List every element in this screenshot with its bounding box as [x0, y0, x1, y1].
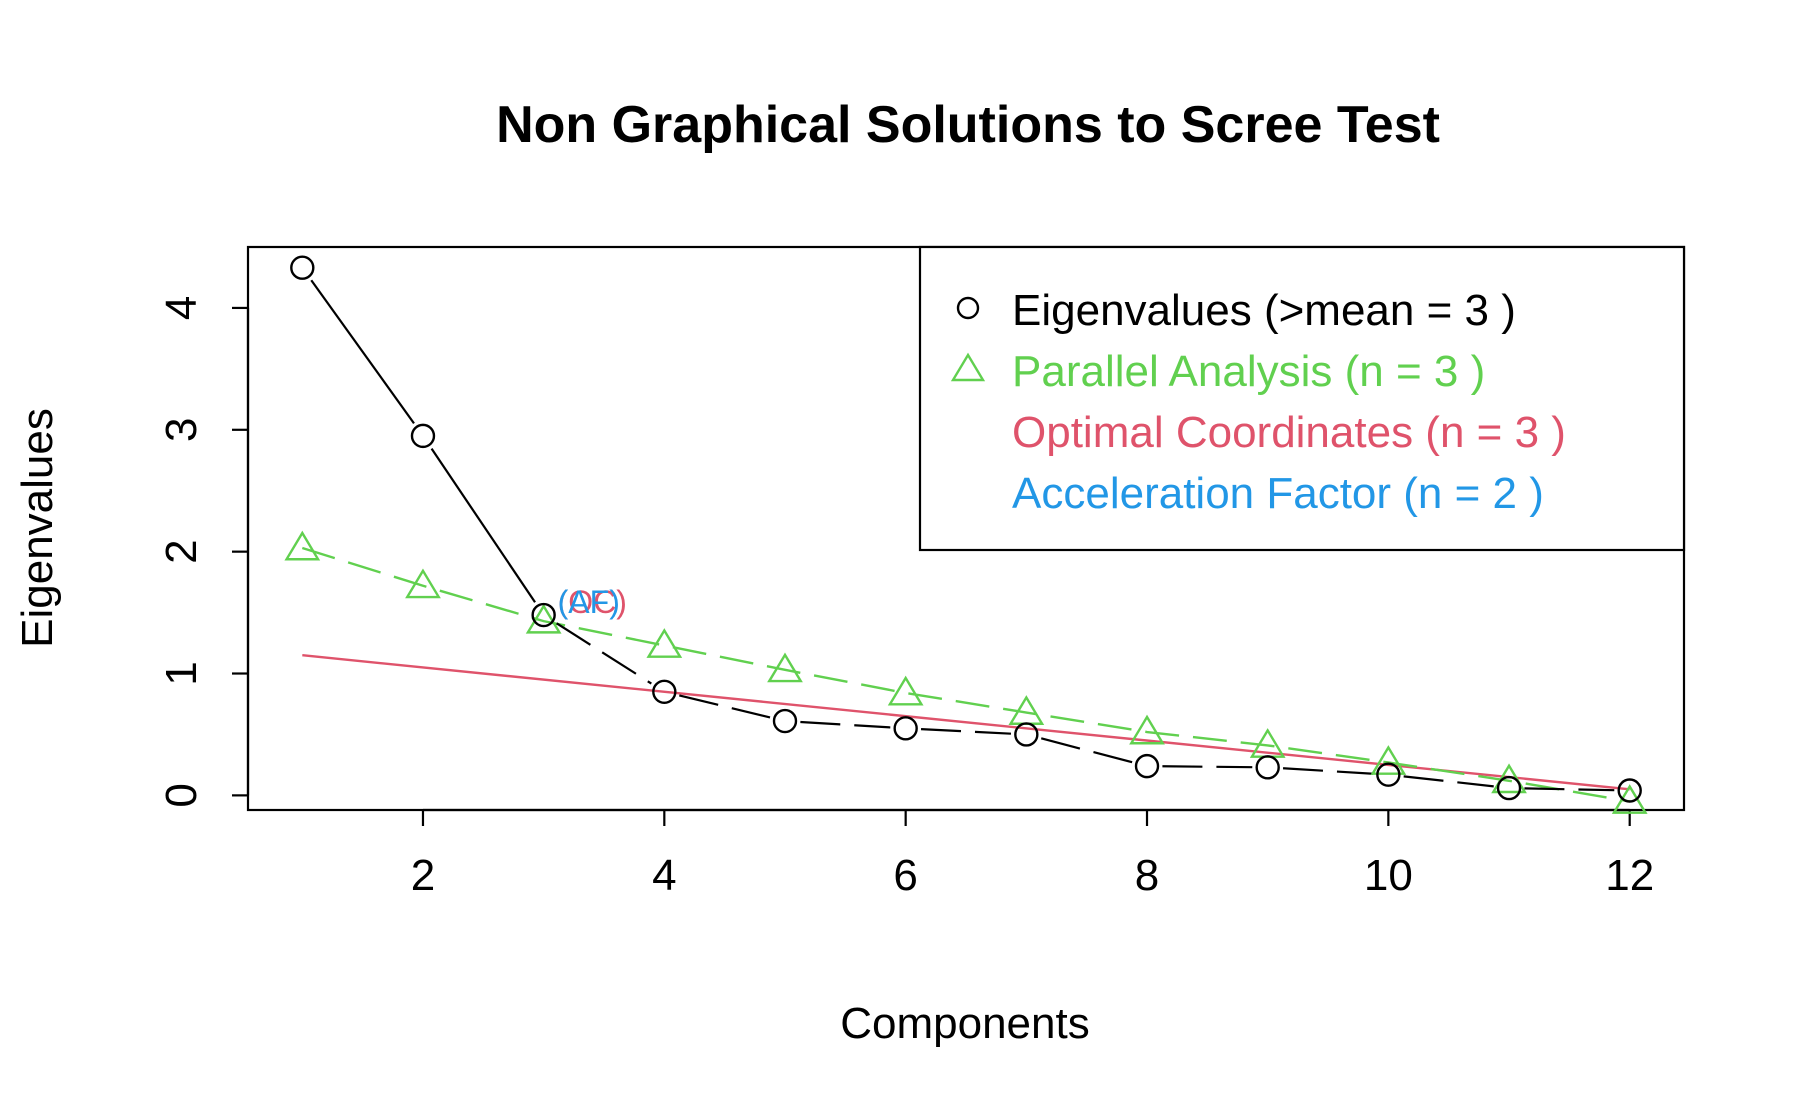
eigenvalue-point — [1014, 722, 1039, 747]
x-axis: 2 4 6 8 10 12 — [411, 808, 1654, 900]
y-tick-label: 0 — [157, 783, 206, 807]
parallel-analysis-line — [301, 546, 1630, 803]
parallel-analysis-point — [887, 675, 924, 706]
eigenvalue-line-segment — [310, 279, 415, 425]
optimal-coordinates-line — [302, 654, 1630, 791]
annotation-oc: (OC) — [558, 584, 627, 620]
eigenvalue-line-segment — [1282, 767, 1374, 775]
y-axis-label: Eigenvalues — [13, 408, 62, 648]
eigenvalue-line-segment — [920, 728, 1012, 735]
eigenvalue-point — [1255, 755, 1280, 780]
y-tick-label: 3 — [157, 418, 206, 442]
eigenvalue-point — [290, 255, 315, 280]
legend-entry-label: Acceleration Factor (n = 2 ) — [1012, 469, 1544, 518]
annotation-layer: (OC)(AF) — [558, 584, 627, 620]
eigenvalue-point — [531, 602, 556, 628]
eigenvalue-point — [1134, 753, 1160, 779]
y-tick-label: 4 — [157, 296, 206, 320]
parallel-analysis-point — [767, 652, 803, 683]
eigenvalue-point — [410, 423, 436, 449]
parallel-analysis-point — [1370, 745, 1407, 775]
eigenvalue-point — [893, 716, 918, 741]
x-tick-label: 12 — [1605, 851, 1654, 900]
chart-title: Non Graphical Solutions to Scree Test — [496, 96, 1440, 154]
eigenvalue-line-segment — [1162, 765, 1253, 769]
parallel-analysis-point — [525, 603, 562, 634]
eigenvalue-point — [652, 679, 677, 704]
eigenvalue-line-segment — [800, 720, 891, 729]
parallel-analysis-point — [646, 628, 683, 658]
x-tick-label: 2 — [411, 851, 435, 900]
x-tick-label: 10 — [1364, 851, 1413, 900]
legend-entry-label: Parallel Analysis (n = 3 ) — [1012, 347, 1485, 396]
legend-box — [918, 245, 1686, 552]
eigenvalue-point — [1617, 778, 1642, 803]
eigenvalue-point — [1496, 775, 1522, 801]
legend-triangle-symbol — [950, 352, 986, 382]
y-tick-label: 2 — [157, 539, 206, 563]
eigenvalue-line-segment — [556, 622, 652, 685]
x-tick-label: 8 — [1135, 851, 1159, 900]
eigenvalue-line-segment — [679, 694, 771, 719]
x-axis-label: Components — [840, 999, 1089, 1048]
annotation-af: (AF) — [558, 584, 620, 620]
x-tick-label: 6 — [893, 851, 917, 900]
legend-entry-label: Eigenvalues (>mean = 3 ) — [1012, 286, 1516, 335]
y-axis: 0 1 2 3 4 — [157, 296, 250, 808]
parallel-analysis-point — [284, 530, 321, 561]
eigenvalue-point — [772, 708, 798, 734]
legend-circle-symbol — [956, 296, 980, 320]
eigenvalue-line-segment — [1403, 775, 1494, 788]
parallel-analysis-point — [405, 568, 441, 599]
legend: Eigenvalues (>mean = 3 ) Parallel Analysi… — [918, 245, 1686, 552]
eigenvalue-point — [1376, 762, 1401, 787]
series-layer — [284, 255, 1648, 814]
eigenvalue-line-segment — [430, 448, 536, 603]
eigenvalue-line-segment — [1040, 737, 1133, 764]
eigenvalue-line-segment — [1524, 787, 1615, 792]
parallel-analysis-point — [1129, 714, 1165, 745]
legend-entry-label: Optimal Coordinates (n = 3 ) — [1012, 408, 1566, 457]
y-tick-label: 1 — [157, 661, 206, 685]
x-tick-label: 4 — [652, 851, 676, 900]
